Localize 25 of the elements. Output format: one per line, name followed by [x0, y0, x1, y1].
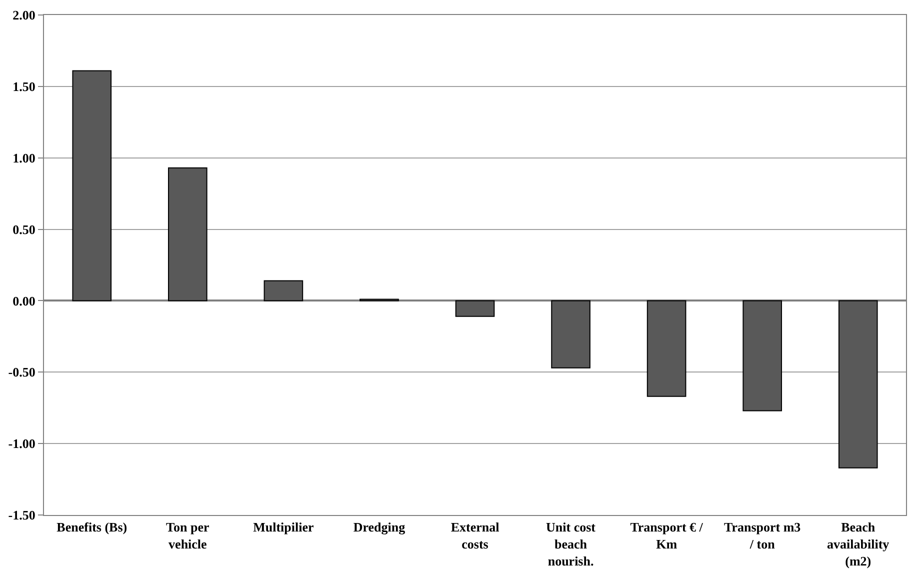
x-tick-label: Unit cost beach nourish.: [546, 520, 596, 568]
y-tick-label: 2.00: [12, 8, 36, 23]
x-tick-label: Ton per vehicle: [166, 520, 210, 552]
bar: [168, 167, 208, 302]
y-tick-label: -1.00: [8, 436, 36, 452]
bar: [551, 300, 590, 368]
bar: [72, 70, 112, 302]
y-tick-label: 1.00: [12, 150, 36, 166]
y-tick-label: 0.00: [12, 293, 36, 308]
y-tick-label: 1.50: [12, 78, 36, 94]
bar: [838, 300, 878, 468]
x-tick-label: Transport € / Km: [630, 520, 704, 552]
y-tick-label: -0.50: [8, 364, 36, 380]
y-tick-label: 0.50: [12, 222, 36, 237]
x-tick-label: Dredging: [353, 520, 406, 535]
bar: [646, 300, 686, 397]
bar: [264, 280, 304, 302]
x-tick-label: Benefits (Bs): [56, 520, 128, 535]
bar: [742, 300, 782, 412]
bar: [455, 300, 495, 317]
y-tick-label: -1.50: [8, 508, 36, 523]
x-tick-label: Multipilier: [253, 520, 314, 535]
x-tick-label: Beach availability (m2): [827, 520, 890, 568]
x-tick-label: External costs: [450, 520, 500, 552]
x-tick-label: Transport m3 / ton: [724, 520, 802, 552]
